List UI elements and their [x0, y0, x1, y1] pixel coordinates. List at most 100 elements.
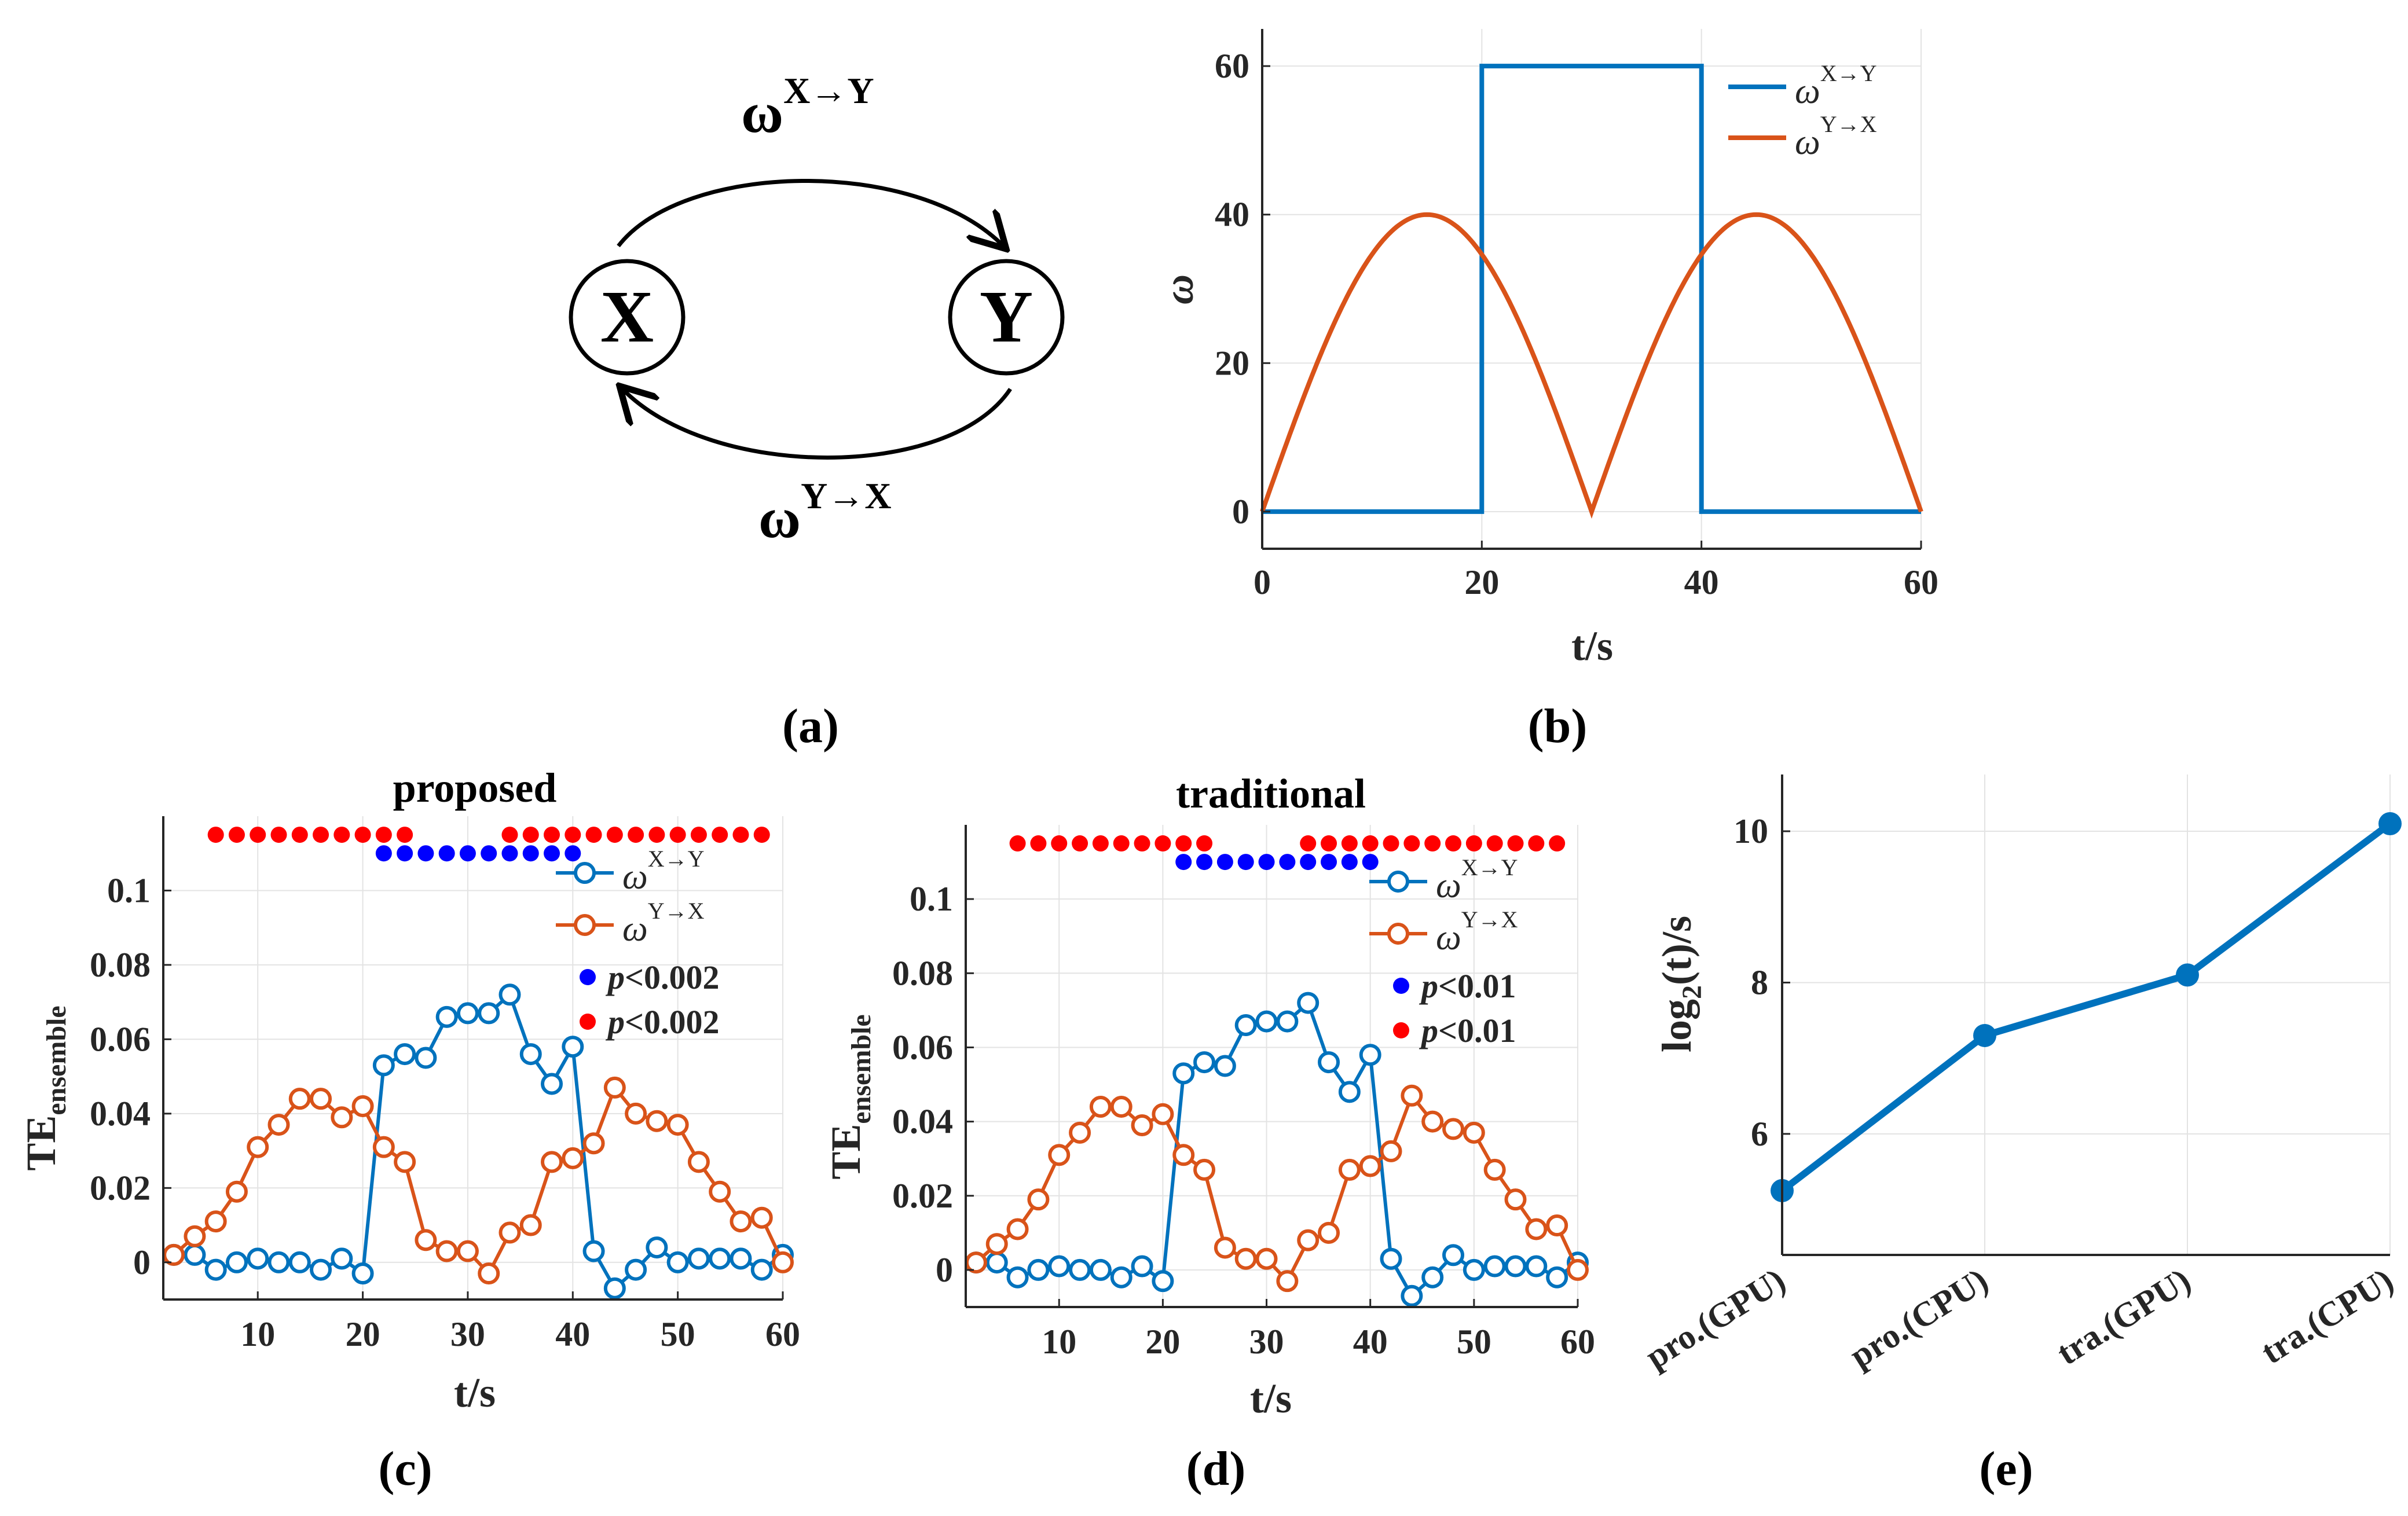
node-y-label: Y	[980, 276, 1033, 358]
node-x-circle	[569, 259, 686, 376]
legend-d-sig-blue-label: p<0.01	[1419, 967, 1516, 1005]
chart-d-sig-blue-dot	[1175, 854, 1192, 871]
chart-d-xtick-label: 40	[1353, 1323, 1388, 1361]
chart-c-point-yx	[666, 1114, 689, 1136]
chart-d-sig-red-dot	[1092, 835, 1109, 852]
legend-c-sig-red-rest: <0.002	[625, 1003, 720, 1041]
chart-d-point-yx	[1504, 1188, 1527, 1211]
chart-d-xlabel: t/s	[1250, 1375, 1292, 1422]
chart-d-sig-red-dot	[1549, 835, 1566, 852]
chart-b-ytick-label: 0	[1232, 493, 1249, 531]
chart-b-ytick-label: 40	[1215, 196, 1249, 234]
chart-c-point-xy	[247, 1247, 269, 1270]
chart-d-point-yx	[1006, 1218, 1029, 1240]
legend-c-yx-sup: Y→X	[648, 898, 705, 924]
chart-d-point-xy	[1276, 1010, 1299, 1033]
chart-d-point-xy	[1006, 1266, 1029, 1289]
chart-d-point-yx	[1276, 1270, 1299, 1293]
chart-c-sig-red-dot	[690, 827, 707, 843]
legend-d-xy-sup: X→Y	[1461, 854, 1518, 880]
legend-b-label-yx: ωY→X	[1795, 111, 1877, 162]
legend-d-marker-yx	[1387, 923, 1409, 945]
chart-c-point-yx	[225, 1180, 248, 1203]
chart-d-point-xy	[1318, 1051, 1340, 1074]
chart-d-point-yx	[1338, 1158, 1361, 1181]
chart-d-ylabel-sub: ensemble	[846, 1014, 877, 1124]
chart-c-ylabel: TEensemble	[18, 1005, 72, 1170]
chart-d-point-xy	[1131, 1255, 1153, 1278]
chart-e-ylabel-post: (t)/s	[1654, 916, 1700, 985]
chart-c-sig-red-dot	[207, 827, 224, 843]
chart-c-point-yx	[646, 1110, 668, 1132]
chart-c-point-yx	[582, 1132, 605, 1155]
chart-c-point-yx	[456, 1240, 479, 1262]
legend-d-xy-base: ω	[1436, 866, 1461, 905]
chart-d-point-xy	[1483, 1255, 1506, 1278]
chart-d-point-yx	[1297, 1229, 1320, 1251]
chart-d-point-xy	[1172, 1062, 1195, 1085]
omega-xy-base: ω	[741, 80, 783, 145]
legend-c-sig-blue-p: p	[605, 959, 625, 996]
diagram-panel: X Y ωX→Y ωY→X (a)	[569, 70, 1065, 753]
chart-c-xtick-label: 60	[765, 1315, 800, 1353]
chart-c-sig-red-dot	[354, 827, 371, 843]
chart-d-ytick-label: 0	[936, 1251, 953, 1289]
chart-d-sig-blue-dot	[1279, 854, 1296, 871]
chart-d-sig-red-dot	[1424, 835, 1441, 852]
chart-d-point-xy	[1401, 1284, 1423, 1307]
chart-d-point-yx	[1214, 1236, 1236, 1259]
chart-d-ytick-label: 0.08	[892, 954, 953, 992]
chart-c-point-xy	[478, 1002, 500, 1025]
chart-c-ytick-label: 0	[133, 1243, 151, 1282]
chart-c-sig-blue-dot	[459, 845, 476, 862]
chart-c-point-yx	[331, 1106, 353, 1129]
chart-c-sig-red-dot	[732, 827, 749, 843]
chart-d-sig-blue-dot	[1300, 854, 1317, 871]
chart-d-ytick-label: 0.04	[892, 1103, 953, 1141]
chart-d-point-yx	[965, 1251, 987, 1274]
legend-b-xy-base: ω	[1795, 72, 1820, 111]
legend-c-sig-red-p: p	[605, 1003, 625, 1041]
chart-d-sig-red-dot	[1134, 835, 1150, 852]
chart-c-sig-red-dot	[606, 827, 623, 843]
legend-d-sig-red-label: p<0.01	[1419, 1012, 1516, 1049]
chart-d-point-yx	[1110, 1095, 1132, 1118]
chart-d-point-xy	[1255, 1010, 1278, 1033]
caption-b: (b)	[1528, 699, 1588, 753]
chart-b-series-yx	[1260, 212, 1923, 519]
chart-c-sig-red-dot	[397, 827, 413, 843]
chart-e-point	[1973, 1023, 1996, 1047]
chart-d-point-yx	[1567, 1258, 1589, 1281]
legend-c-marker-xy	[574, 862, 596, 884]
chart-c-point-yx	[625, 1102, 647, 1125]
chart-c-point-yx	[184, 1225, 206, 1247]
chart-c-ytick-label: 0.02	[90, 1169, 151, 1207]
chart-d-point-xy	[1152, 1270, 1174, 1293]
chart-c-sig-blue-dot	[565, 845, 581, 862]
chart-d-point-xy	[1504, 1255, 1527, 1278]
chart-d-point-xy	[1359, 1044, 1381, 1066]
legend-c-label-xy: ωX→Y	[622, 846, 705, 897]
chart-c-point-xy	[646, 1236, 668, 1259]
chart-e-point	[2176, 963, 2199, 987]
chart-c-point-xy	[582, 1240, 605, 1262]
node-y-circle	[948, 259, 1065, 376]
chart-c-sig-red-dot	[501, 827, 518, 843]
chart-d-point-xy	[1193, 1051, 1216, 1074]
chart-d-xtick-label: 30	[1249, 1323, 1284, 1361]
chart-d-sig-red-dot	[1196, 835, 1213, 852]
chart-c-sig-red-dot	[669, 827, 686, 843]
chart-c-sig-blue-dot	[397, 845, 413, 862]
chart-d-point-yx	[1089, 1095, 1112, 1118]
chart-d-sig-red-dot	[1403, 835, 1420, 852]
chart-c-xtick-label: 50	[661, 1315, 695, 1353]
chart-b-xtick-label: 40	[1684, 563, 1719, 601]
chart-c-sig-red-dot	[250, 827, 266, 843]
chart-c-point-yx	[204, 1210, 227, 1233]
chart-c-sig-red-dot	[333, 827, 350, 843]
chart-c-ytick-label: 0.1	[107, 871, 151, 909]
legend-d-sig-red-rest: <0.01	[1438, 1012, 1516, 1049]
caption-d: (d)	[1186, 1442, 1246, 1496]
chart-c-point-yx	[541, 1151, 563, 1173]
node-x-label: X	[600, 276, 654, 358]
